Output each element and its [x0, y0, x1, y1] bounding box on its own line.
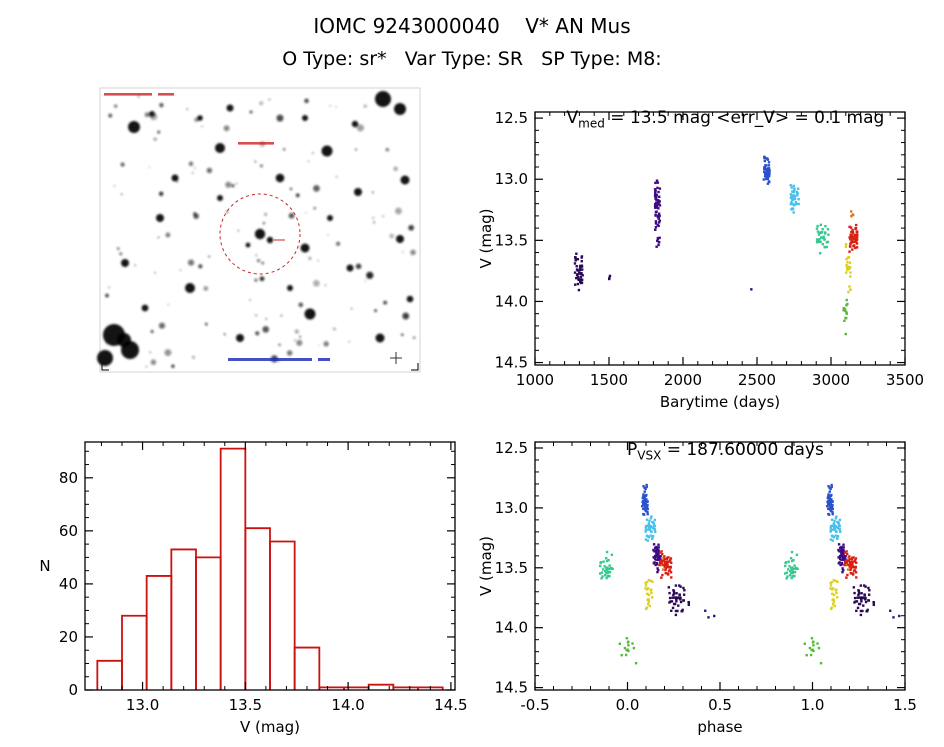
scatter-points — [598, 483, 901, 665]
axes: 1000 1500 2000 2500 3000 3500 12.5 13.0 13.5 14.0… — [477, 109, 924, 411]
svg-text:13.0: 13.0 — [495, 499, 528, 517]
y-axis-label: N — [39, 557, 50, 575]
svg-text:2000: 2000 — [664, 371, 702, 389]
svg-text:60: 60 — [59, 522, 78, 540]
svg-text:13.0: 13.0 — [495, 170, 528, 188]
lightcurve-title: Vmed = 13.5 mag <err_V> = 0.1 mag — [535, 88, 905, 130]
svg-text:40: 40 — [59, 575, 78, 593]
svg-text:12.5: 12.5 — [495, 439, 528, 457]
finder-corner-marks — [101, 352, 419, 371]
phase-title-sub: VSX — [637, 448, 662, 463]
svg-text:14.0: 14.0 — [495, 292, 528, 310]
svg-text:12.5: 12.5 — [495, 109, 528, 127]
phase-plot: -0.5 0.0 0.5 1.0 1.5 12.5 13.0 13.5 14.0 14.5 phas… — [477, 439, 917, 736]
svg-text:0.5: 0.5 — [708, 696, 732, 714]
target-circle — [219, 193, 301, 275]
svg-text:1500: 1500 — [590, 371, 628, 389]
histogram-bars — [96, 447, 444, 690]
page-title: IOMC 9243000040 V* AN Mus — [313, 14, 631, 38]
svg-text:1.0: 1.0 — [801, 696, 825, 714]
svg-text:0.0: 0.0 — [616, 696, 640, 714]
finder-annotation-blue — [228, 358, 330, 361]
svg-text:-0.5: -0.5 — [520, 696, 549, 714]
svg-text:1.5: 1.5 — [893, 696, 917, 714]
svg-text:20: 20 — [59, 628, 78, 646]
lightcurve-title-sub: med — [578, 116, 605, 131]
svg-text:2500: 2500 — [738, 371, 776, 389]
x-axis-label: V (mag) — [240, 718, 300, 736]
histogram-plot: 13.0 13.5 14.0 14.5 0 20 40 60 80 V (mag) N — [39, 441, 468, 736]
x-axis-label: Barytime (days) — [660, 393, 780, 411]
lightcurve-title-rest: = 13.5 mag <err_V> = 0.1 mag — [604, 108, 885, 128]
axes: 13.0 13.5 14.0 14.5 0 20 40 60 80 V (mag) N — [39, 441, 468, 736]
svg-text:13.0: 13.0 — [126, 696, 159, 714]
svg-text:14.5: 14.5 — [495, 354, 528, 372]
svg-text:0: 0 — [68, 681, 78, 699]
lightcurve-title-main: V — [566, 108, 579, 128]
x-axis-label: phase — [697, 718, 742, 736]
phase-title-main: P — [626, 440, 638, 460]
svg-text:80: 80 — [59, 469, 78, 487]
page-subtitle: O Type: sr* Var Type: SR SP Type: M8: — [282, 48, 662, 70]
finder-annotation-red — [104, 93, 274, 145]
svg-text:13.5: 13.5 — [229, 696, 262, 714]
svg-text:14.5: 14.5 — [434, 696, 467, 714]
svg-text:14.5: 14.5 — [495, 679, 528, 697]
svg-text:3000: 3000 — [812, 371, 850, 389]
lightcurve-plot: 1000 1500 2000 2500 3000 3500 12.5 13.0 13.5 14.0… — [477, 109, 924, 411]
svg-text:13.5: 13.5 — [495, 231, 528, 249]
svg-text:3500: 3500 — [886, 371, 924, 389]
y-axis-label: V (mag) — [477, 536, 495, 596]
svg-text:13.5: 13.5 — [495, 559, 528, 577]
phase-title: PVSX = 187.60000 days — [535, 420, 905, 462]
scatter-points — [573, 155, 859, 336]
y-axis-label: V (mag) — [477, 208, 495, 268]
phase-title-rest: = 187.60000 days — [661, 440, 824, 460]
finder-chart-image — [97, 87, 421, 373]
star-field — [97, 91, 416, 368]
svg-text:14.0: 14.0 — [495, 619, 528, 637]
axes: -0.5 0.0 0.5 1.0 1.5 12.5 13.0 13.5 14.0 14.5 phas… — [477, 439, 917, 736]
svg-text:14.0: 14.0 — [331, 696, 364, 714]
svg-text:1000: 1000 — [516, 371, 554, 389]
